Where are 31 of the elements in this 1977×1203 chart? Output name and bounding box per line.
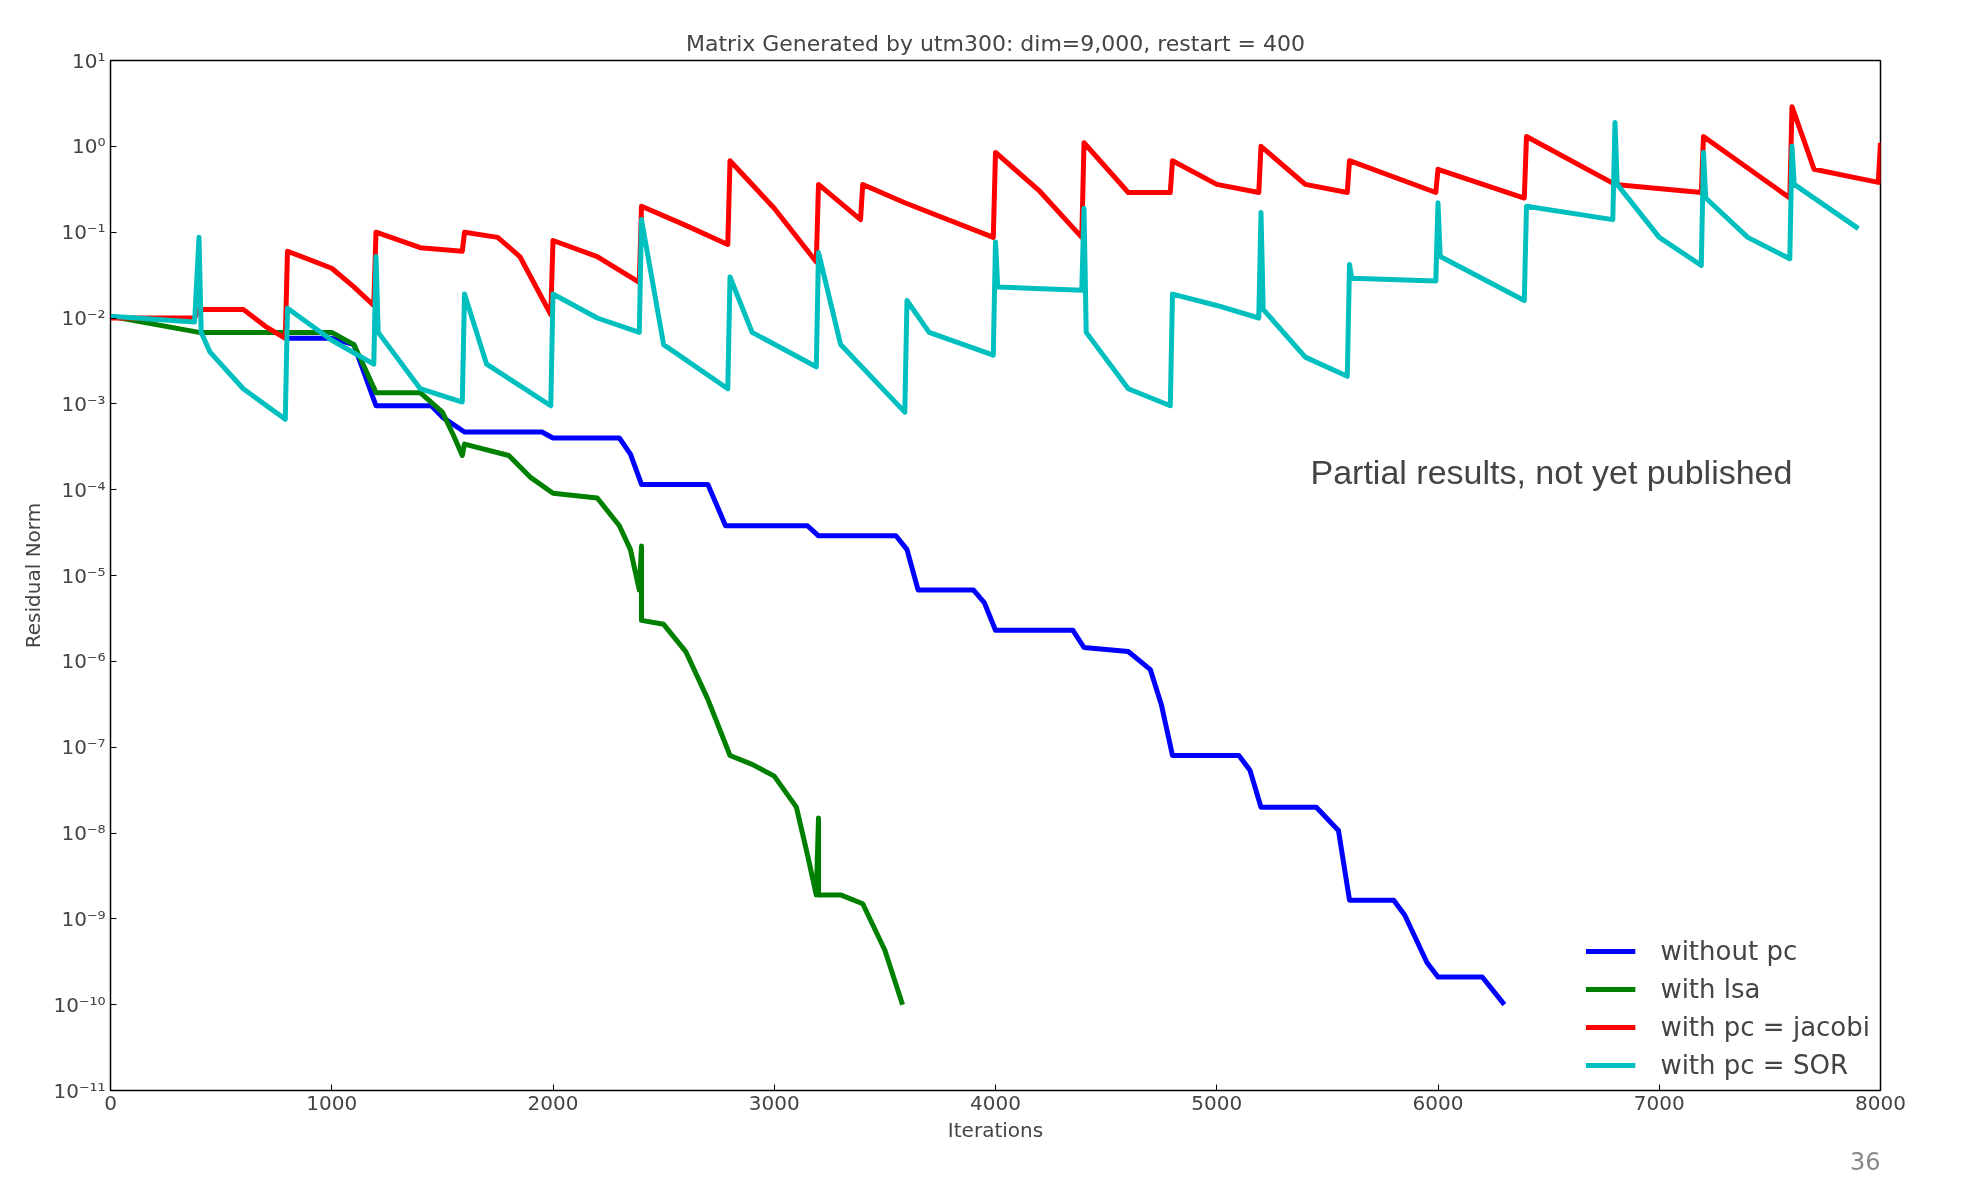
x-tick-label: 2000 xyxy=(527,1090,579,1115)
y-tick-label: 10⁻⁶ xyxy=(61,649,106,674)
y-tick-label: 10⁻³ xyxy=(61,391,106,416)
y-tick-label: 10⁻¹¹ xyxy=(53,1078,106,1103)
y-tick-label: 10⁻⁵ xyxy=(61,563,106,588)
legend-label: with pc = jacobi xyxy=(1660,1012,1870,1042)
x-tick-label: 4000 xyxy=(970,1090,1021,1115)
y-tick-label: 10⁻⁴ xyxy=(61,477,106,502)
x-tick-label: 1000 xyxy=(306,1090,358,1115)
y-tick-label: 10⁻¹⁰ xyxy=(53,992,106,1017)
x-tick-label: 6000 xyxy=(1412,1090,1464,1115)
legend-label: with pc = SOR xyxy=(1660,1050,1848,1080)
legend-label: with lsa xyxy=(1660,974,1761,1004)
text: 36 xyxy=(1849,1147,1881,1176)
x-tick-label: 7000 xyxy=(1633,1090,1685,1115)
x-tick-label: 3000 xyxy=(748,1090,800,1115)
x-tick-label: 0 xyxy=(104,1090,117,1115)
x-tick-label: 8000 xyxy=(1855,1090,1906,1115)
annotation: Partial results, not yet published xyxy=(1310,452,1793,491)
legend-label: without pc xyxy=(1660,936,1798,966)
x-tick-label: 5000 xyxy=(1191,1090,1243,1115)
y-tick-label: 10⁻⁷ xyxy=(61,735,106,760)
y-tick-label: 10⁻⁸ xyxy=(61,821,106,845)
y-tick-label: 10⁻⁹ xyxy=(61,906,106,931)
y-axis-title: Residual Norm xyxy=(21,502,46,649)
y-tick-label: 10⁰ xyxy=(72,134,106,159)
chart-title: Matrix Generated by utm300: dim=9,000, restart = 400 xyxy=(686,30,1305,56)
y-tick-label: 10⁻² xyxy=(61,306,106,330)
y-tick-label: 10¹ xyxy=(72,48,106,73)
x-axis-title: Iterations xyxy=(947,1117,1044,1142)
y-tick-label: 10⁻¹ xyxy=(61,220,106,245)
